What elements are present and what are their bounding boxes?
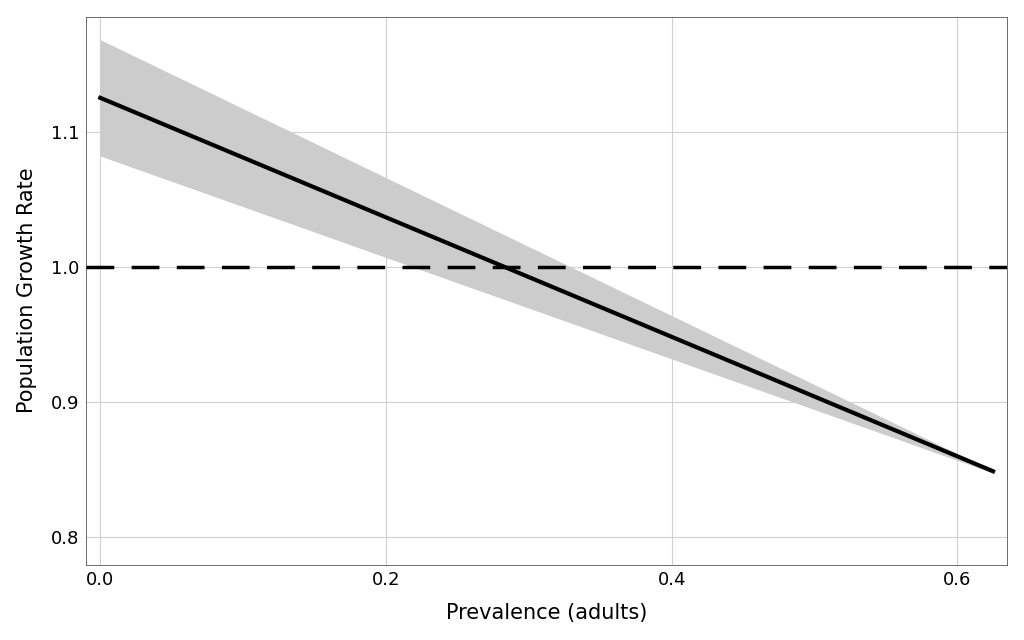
Y-axis label: Population Growth Rate: Population Growth Rate — [16, 168, 37, 413]
X-axis label: Prevalence (adults): Prevalence (adults) — [446, 604, 647, 623]
